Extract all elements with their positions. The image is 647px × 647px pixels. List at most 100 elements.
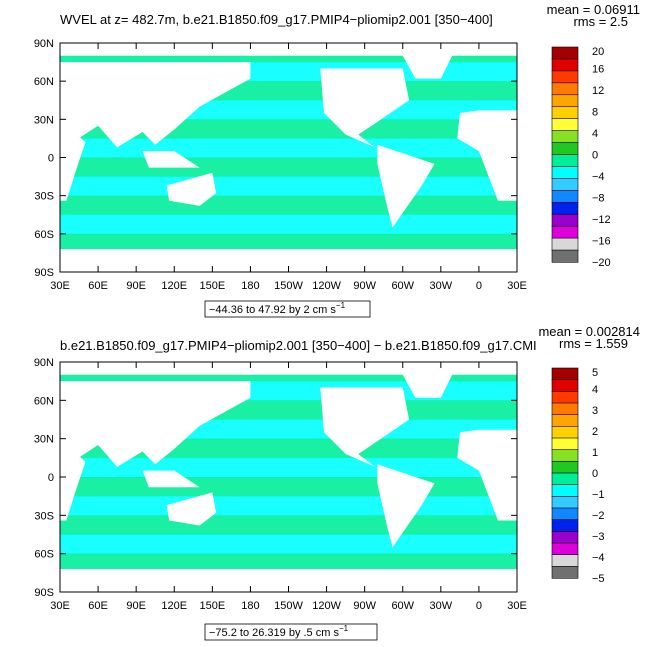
colorbar-swatch <box>551 237 579 251</box>
range-note-box: −44.36 to 47.92 by 2 cm s−1 <box>204 300 371 318</box>
colorbar-swatch <box>551 142 579 156</box>
colorbar-swatch <box>551 484 579 497</box>
panel-title: b.e21.B1850.f09_g17.PMIP4−pliomip2.001 [… <box>60 338 537 353</box>
map-axes: 30E 60E 90E 120E 150E 180 150W 120W 90W 60W 30W 0 30… <box>34 38 527 292</box>
colorbar-label: −12 <box>592 214 611 226</box>
x-tick-label: 30W <box>430 280 453 292</box>
colorbar-swatch <box>551 249 579 263</box>
colorbar-swatch <box>551 449 579 462</box>
colorbar-swatch <box>551 402 579 416</box>
range-note: −75.2 to 26.319 by .5 cm s <box>209 627 339 639</box>
colorbar-swatch <box>551 379 579 392</box>
y-tick-label: 60S <box>34 229 54 241</box>
colorbar-swatch <box>551 106 579 120</box>
colorbar-label: 5 <box>592 367 598 379</box>
panel-title: WVEL at z= 482.7m, b.e21.B1850.f09_g17.P… <box>60 12 493 27</box>
x-tick-label: 30E <box>50 600 70 612</box>
colorbar-swatch <box>551 154 579 168</box>
colorbar-label: 2 <box>592 426 598 438</box>
y-tick-label: 0 <box>48 472 54 484</box>
colorbar-swatch <box>551 46 579 60</box>
colorbar-label: −8 <box>592 193 605 205</box>
colorbar-label: −4 <box>592 171 605 183</box>
y-tick-label: 0 <box>48 153 54 165</box>
colorbar-swatch <box>551 566 579 579</box>
y-tick-label: 30S <box>34 510 54 522</box>
y-tick-label: 60N <box>34 395 54 407</box>
colorbar: 5 4 3 2 1 0 −1 −2 −3 −4 −5 <box>551 367 605 585</box>
colorbar-swatch <box>551 542 579 556</box>
colorbar-label: 4 <box>592 128 598 140</box>
colorbar-label: 20 <box>592 46 604 58</box>
x-tick-label: 30E <box>507 280 527 292</box>
y-tick-label: 90S <box>34 267 54 279</box>
map-axes: 30E 60E 90E 120E 150E 180 150W 120W 90W 60W 30W 0 30… <box>34 357 527 612</box>
colorbar-swatch <box>551 94 579 108</box>
colorbar-label: 16 <box>592 64 604 76</box>
colorbar-label: −3 <box>592 531 605 543</box>
colorbar-label: 0 <box>592 150 598 162</box>
x-tick-label: 60W <box>391 280 414 292</box>
colorbar-swatch <box>551 414 579 427</box>
colorbar: 20 16 12 8 4 0 −4 −8 −12 −16 −20 <box>551 46 611 269</box>
x-tick-label: 180 <box>241 280 259 292</box>
colorbar-swatch <box>551 70 579 84</box>
colorbar-label: −2 <box>592 510 605 522</box>
colorbar-swatch <box>551 507 579 521</box>
y-tick-label: 90N <box>34 357 54 369</box>
colorbar-swatch <box>551 130 579 144</box>
colorbar-swatch <box>551 496 579 509</box>
y-tick-label: 60S <box>34 549 54 561</box>
x-tick-label: 150W <box>274 280 303 292</box>
y-tick-label: 60N <box>34 76 54 88</box>
colorbar-swatch <box>551 225 579 239</box>
colorbar-swatch <box>551 437 579 451</box>
colorbar-label: 3 <box>592 405 598 417</box>
x-tick-label: 90W <box>353 600 376 612</box>
colorbar-swatch <box>551 461 579 474</box>
mean-label: mean = 0.06911 <box>547 2 640 17</box>
x-tick-label: 60E <box>88 600 108 612</box>
colorbar-swatch <box>551 178 579 191</box>
x-tick-label: 30W <box>430 600 453 612</box>
x-tick-label: 30E <box>507 600 527 612</box>
svg-text:−44.36 to 47.92 by 2 cm s−1: −44.36 to 47.92 by 2 cm s−1 <box>209 301 346 316</box>
x-tick-label: 90W <box>353 280 376 292</box>
y-tick-label: 30N <box>34 114 54 126</box>
colorbar-swatch <box>551 472 579 486</box>
top-map-panel: WVEL at z= 482.7m, b.e21.B1850.f09_g17.P… <box>34 2 640 318</box>
x-tick-label: 60W <box>391 600 414 612</box>
colorbar-swatch <box>551 426 579 439</box>
bottom-map-panel: b.e21.B1850.f09_g17.PMIP4−pliomip2.001 [… <box>34 324 640 641</box>
x-tick-label: 150W <box>274 600 303 612</box>
range-note-box: −75.2 to 26.319 by .5 cm s−1 <box>204 623 378 641</box>
unit-exponent: −1 <box>339 624 349 633</box>
colorbar-swatch <box>551 201 579 215</box>
colorbar-label: 12 <box>592 85 604 97</box>
x-tick-label: 90E <box>126 600 146 612</box>
colorbar-swatch <box>551 213 579 227</box>
colorbar-swatch <box>551 554 579 567</box>
y-tick-label: 30N <box>34 434 54 446</box>
x-tick-label: 60E <box>88 280 108 292</box>
colorbar-label: 1 <box>592 447 598 459</box>
svg-text:−75.2 to 26.319 by .5 cm s−1: −75.2 to 26.319 by .5 cm s−1 <box>209 624 349 639</box>
x-tick-label: 120E <box>161 600 187 612</box>
x-tick-label: 150E <box>199 280 225 292</box>
colorbar-swatch <box>551 367 579 381</box>
colorbar-label: −20 <box>592 257 611 269</box>
colorbar-swatch <box>551 391 579 404</box>
unit-exponent: −1 <box>336 301 346 310</box>
colorbar-swatch <box>551 58 579 72</box>
colorbar-label: −5 <box>592 573 605 585</box>
colorbar-swatch <box>551 519 579 532</box>
map-area <box>60 362 517 593</box>
rms-label: rms = 1.559 <box>559 336 628 351</box>
x-tick-label: 120E <box>161 280 187 292</box>
x-tick-label: 90E <box>126 280 146 292</box>
y-tick-label: 90N <box>34 38 54 50</box>
x-tick-label: 120W <box>312 600 341 612</box>
map-area <box>60 43 517 273</box>
rms-label: rms = 2.5 <box>573 14 628 29</box>
y-tick-label: 90S <box>34 587 54 599</box>
